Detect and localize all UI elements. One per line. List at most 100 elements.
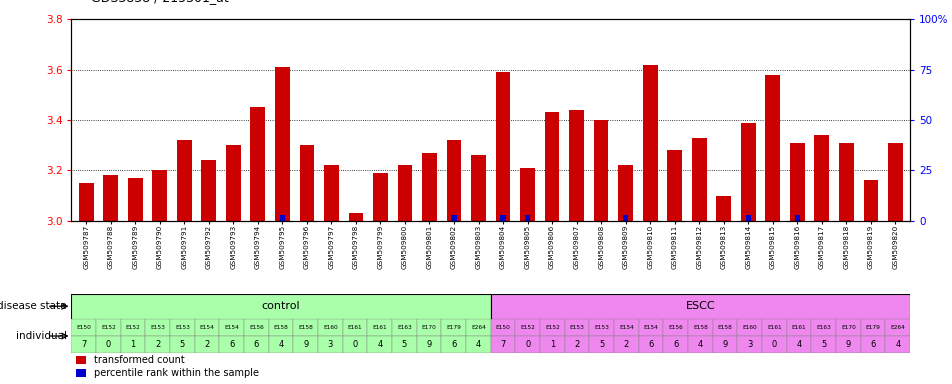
Bar [835, 336, 860, 353]
Bar [540, 319, 565, 336]
Bar [470, 155, 486, 221]
Text: 4: 4 [377, 340, 382, 349]
Bar [687, 336, 712, 353]
Bar [887, 143, 902, 221]
Text: 9: 9 [722, 340, 727, 349]
Bar [786, 336, 810, 353]
Text: 5: 5 [821, 340, 825, 349]
Bar [540, 336, 565, 353]
Bar [219, 319, 244, 336]
Bar [786, 319, 810, 336]
Text: 6: 6 [253, 340, 259, 349]
Bar [716, 195, 730, 221]
Text: disease state: disease state [0, 301, 67, 311]
Bar [863, 180, 878, 221]
Bar [525, 215, 529, 221]
Bar [687, 319, 712, 336]
Bar [712, 336, 737, 353]
Text: E163: E163 [397, 325, 411, 330]
Bar [128, 178, 143, 221]
Bar [318, 336, 343, 353]
Text: 4: 4 [796, 340, 801, 349]
Bar [348, 213, 363, 221]
Text: 6: 6 [647, 340, 653, 349]
Text: E170: E170 [840, 325, 855, 330]
Text: E264: E264 [889, 325, 904, 330]
Text: E161: E161 [372, 325, 387, 330]
Text: 2: 2 [574, 340, 579, 349]
Bar [663, 319, 687, 336]
Bar [293, 319, 318, 336]
Bar [268, 319, 293, 336]
Bar [490, 294, 909, 319]
Text: E150: E150 [495, 325, 510, 330]
Text: E152: E152 [520, 325, 535, 330]
Text: E156: E156 [248, 325, 264, 330]
Bar [293, 336, 318, 353]
Bar [663, 336, 687, 353]
Bar [71, 319, 96, 336]
Bar [789, 143, 803, 221]
Bar [103, 175, 118, 221]
Bar [810, 319, 835, 336]
Bar [618, 166, 632, 221]
Text: 3: 3 [327, 340, 333, 349]
Bar [170, 319, 194, 336]
Text: 5: 5 [599, 340, 604, 349]
Text: E160: E160 [742, 325, 757, 330]
Text: E154: E154 [224, 325, 239, 330]
Bar [121, 319, 146, 336]
Text: E161: E161 [791, 325, 805, 330]
Text: 9: 9 [426, 340, 431, 349]
Text: 0: 0 [352, 340, 357, 349]
Bar [466, 336, 490, 353]
Text: 2: 2 [155, 340, 160, 349]
Bar [545, 113, 559, 221]
Text: E153: E153 [175, 325, 189, 330]
Bar [638, 319, 663, 336]
Text: E158: E158 [273, 325, 288, 330]
Bar [226, 145, 241, 221]
Text: E154: E154 [619, 325, 633, 330]
Text: E153: E153 [150, 325, 165, 330]
Bar [441, 336, 466, 353]
Text: E158: E158 [298, 325, 313, 330]
Bar [810, 336, 835, 353]
Bar [762, 319, 786, 336]
Bar [643, 65, 657, 221]
Bar [280, 215, 285, 221]
Text: E150: E150 [76, 325, 91, 330]
Text: E153: E153 [594, 325, 608, 330]
Bar [565, 319, 589, 336]
Bar [860, 319, 884, 336]
Bar [244, 336, 268, 353]
Bar [495, 72, 510, 221]
Bar [79, 183, 93, 221]
Text: E158: E158 [717, 325, 732, 330]
Text: 4: 4 [475, 340, 481, 349]
Bar [593, 120, 608, 221]
Bar [666, 150, 682, 221]
Text: E152: E152 [545, 325, 560, 330]
Bar [744, 215, 750, 221]
Bar [343, 336, 367, 353]
Text: 1: 1 [130, 340, 135, 349]
Bar [250, 108, 265, 221]
Text: 1: 1 [549, 340, 554, 349]
Bar [520, 168, 534, 221]
Bar [515, 319, 540, 336]
Text: 5: 5 [402, 340, 407, 349]
Text: 6: 6 [450, 340, 456, 349]
Bar [568, 110, 584, 221]
Bar [565, 336, 589, 353]
Text: E154: E154 [643, 325, 658, 330]
Text: 6: 6 [672, 340, 678, 349]
Bar [391, 336, 416, 353]
Bar [268, 336, 293, 353]
Text: 2: 2 [205, 340, 209, 349]
Bar [794, 215, 799, 221]
Text: 4: 4 [278, 340, 284, 349]
Bar [466, 319, 490, 336]
Text: 4: 4 [697, 340, 703, 349]
Text: 0: 0 [771, 340, 776, 349]
